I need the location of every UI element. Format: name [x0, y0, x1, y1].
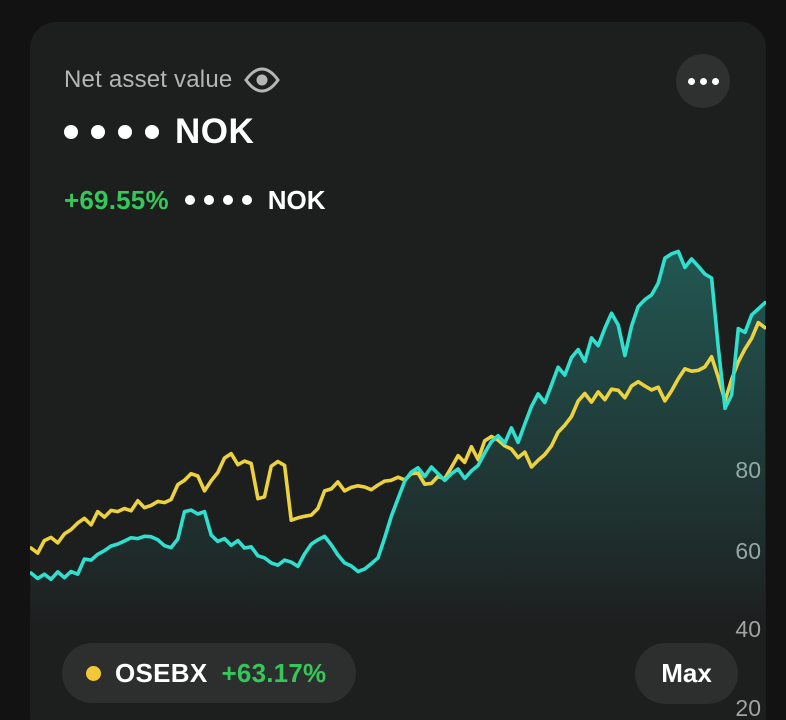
masked-net-asset-value: NOK — [64, 110, 254, 154]
visibility-eye-icon[interactable] — [244, 67, 281, 93]
y-axis-tick: 20 — [735, 695, 761, 720]
benchmark-dot-icon — [86, 665, 101, 681]
performance-chart[interactable]: 80 60 40 20 0 2021 2022 2023 2024 — [30, 230, 766, 720]
value-currency-label: NOK — [175, 112, 255, 151]
nav-area-fill — [31, 251, 765, 630]
change-currency-label: NOK — [267, 184, 326, 215]
more-options-button[interactable] — [676, 54, 730, 108]
change-percent: +69.55% — [64, 184, 169, 215]
benchmark-line — [30, 320, 766, 555]
change-summary: +69.55% NOK — [64, 184, 326, 216]
benchmark-legend-pill[interactable]: OSEBX +63.17% — [62, 643, 357, 703]
chart-svg — [30, 249, 766, 630]
card-header: Net asset value — [64, 66, 281, 94]
net-asset-value-label: Net asset value — [64, 66, 233, 93]
benchmark-change-percent: +63.17% — [221, 657, 327, 688]
nav-line — [30, 249, 766, 582]
net-asset-value-card: Net asset value NOK +69.55% NOK 80 60 40… — [30, 22, 766, 720]
benchmark-name: OSEBX — [115, 657, 208, 688]
ellipsis-icon — [687, 77, 695, 85]
masked-change-dots — [184, 195, 252, 205]
time-range-button[interactable]: Max — [635, 643, 738, 704]
time-range-label: Max — [661, 658, 712, 688]
masked-amount-dots — [64, 125, 159, 139]
